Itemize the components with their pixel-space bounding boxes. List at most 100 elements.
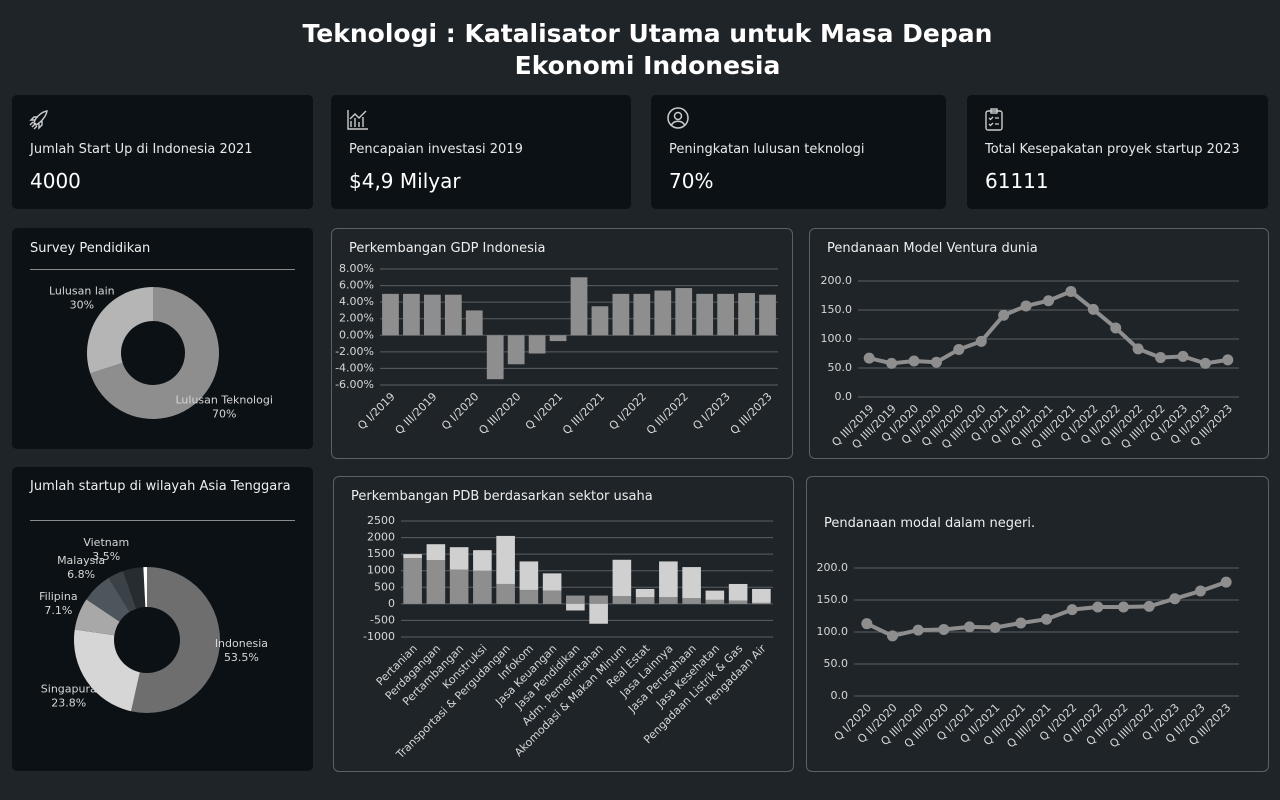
bar [444, 294, 462, 336]
y-tick-label: 150.0 [821, 303, 853, 316]
slice [108, 571, 137, 612]
point [912, 624, 924, 636]
panel: Lulusan Teknologi 70% Lulusan lain 30% Surv… [12, 228, 313, 449]
point [1132, 343, 1144, 355]
slice-value-label: 70% [212, 407, 236, 420]
panel: 0.0 50.0 100.0 150.0 200.0 Q I/2020 Q II/2020 Q… [806, 476, 1269, 772]
chart-title: Pendanaan Model Ventura dunia [827, 241, 1038, 256]
bar [507, 335, 525, 365]
bar [682, 598, 701, 604]
chart-title: Perkembangan GDP Indonesia [349, 241, 546, 256]
x-tick-label: Q III/2019 [393, 390, 440, 437]
point [886, 357, 898, 369]
y-tick-label: 1000 [367, 564, 395, 577]
y-tick-label: 2000 [367, 531, 395, 544]
chart-title: Jumlah startup di wilayah Asia Tenggara [30, 479, 291, 494]
slice-label: Singapura [41, 683, 97, 696]
chart: -1000-50005001000150020002500PertanianPe… [363, 514, 773, 762]
bar [423, 294, 441, 336]
slice-label: Lulusan lain [49, 285, 115, 298]
bar [519, 589, 539, 604]
slice-label: Lulusan Teknologi [175, 393, 272, 406]
point [1155, 352, 1167, 364]
bar [403, 554, 422, 559]
x-tick-label: Q I/2022 [607, 390, 650, 433]
x-tick-label: Q I/2019 [355, 390, 398, 433]
bar [449, 569, 469, 604]
point [1199, 357, 1211, 369]
icon-user [667, 107, 689, 129]
y-tick-label: 150.0 [817, 593, 849, 606]
chart-title: Pendanaan modal dalam negeri. [824, 516, 1036, 531]
y-tick-label: 4.00% [339, 295, 374, 308]
bar [612, 293, 630, 336]
slice-label: Indonesia [215, 637, 268, 650]
panel: -1000 -500 0 500 1000 1500 2000 2500 Pertanian Pe… [333, 476, 794, 772]
slice-label: Vietnam [83, 536, 129, 549]
bar [752, 602, 771, 604]
point [1110, 322, 1122, 334]
y-tick-label: 2.00% [339, 312, 374, 325]
title-line: Teknologi : Katalisator Utama untuk Masa… [302, 19, 993, 48]
bar [496, 583, 515, 604]
separator [30, 520, 295, 521]
kpi-card: Total Kesepakatan proyek startup 2023 61… [967, 95, 1268, 209]
point [975, 335, 987, 347]
slice-label: Malaysia [57, 554, 105, 567]
bar [659, 561, 678, 598]
y-tick-label: 6.00% [339, 279, 374, 292]
point [1065, 285, 1077, 297]
point [1041, 613, 1052, 625]
bar [486, 335, 504, 380]
slice [86, 577, 130, 622]
point [964, 621, 975, 633]
bar [705, 599, 725, 604]
y-tick-label: 100.0 [817, 625, 849, 638]
bar [675, 288, 693, 336]
panel: 0.0 50.0 100.0 150.0 200.0 Q III/2019 Q IIII/2… [809, 228, 1269, 459]
bar [612, 559, 632, 597]
slice-value-label: 53.5% [224, 651, 259, 664]
slice-value-label: 30% [70, 299, 94, 312]
x-tick-label: Q III/2022 [644, 390, 691, 437]
bar [566, 595, 585, 604]
y-tick-label: 200.0 [817, 561, 849, 574]
y-tick-label: 0.00% [339, 328, 374, 341]
point [1195, 585, 1206, 597]
bar [633, 293, 651, 336]
point [930, 356, 942, 368]
slice-value-label: 6.8% [67, 568, 95, 581]
bar [589, 595, 608, 604]
point [887, 630, 898, 642]
point [1118, 601, 1129, 613]
y-tick-label: 2500 [367, 514, 395, 527]
point [863, 352, 875, 364]
icon-clipboard [985, 108, 1003, 131]
x-tick-label: Q I/2021 [523, 390, 566, 433]
slice [74, 629, 140, 712]
bar [752, 588, 771, 603]
bar [473, 570, 492, 604]
point [1015, 617, 1027, 629]
x-tick-label: Q III/2020 [476, 390, 523, 437]
y-tick-label: 100.0 [821, 332, 853, 345]
slice [74, 599, 120, 636]
panel: Indonesia 53.5% Singapura 23.8% Filipina 7.1%… [12, 467, 313, 771]
kpi-card: Pencapaian investasi 2019 $4,9 Milyar [331, 95, 631, 209]
bar [528, 335, 546, 354]
bar [682, 567, 701, 599]
bar [426, 560, 446, 604]
y-tick-label: 500 [374, 580, 395, 593]
kpi-card: Peningkatan lulusan teknologi 70% [651, 95, 946, 209]
bar [519, 561, 539, 590]
point [953, 343, 965, 355]
y-tick-label: 0.0 [831, 689, 849, 702]
y-tick-label: 1500 [367, 547, 395, 560]
bar [589, 603, 608, 624]
point [1087, 303, 1099, 315]
kpi-value: 61111 [985, 169, 1049, 193]
bar [426, 544, 446, 561]
slice-value-label: 23.8% [51, 697, 86, 710]
point [1169, 593, 1181, 605]
